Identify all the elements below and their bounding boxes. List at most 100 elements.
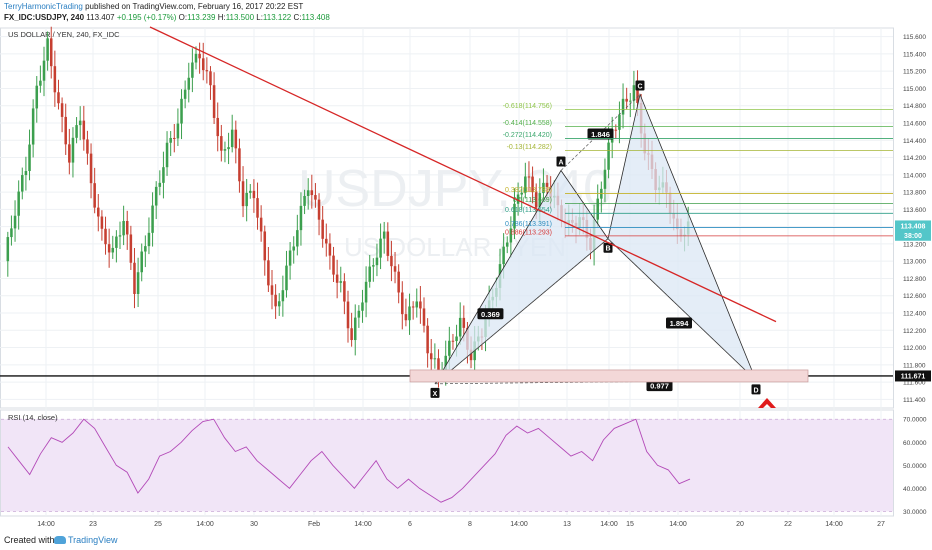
buy-arrow-icon (758, 398, 776, 408)
candle-body (437, 358, 440, 373)
candle-body (223, 149, 227, 151)
candle-body (469, 349, 473, 361)
footer: Created with TradingView (0, 532, 932, 550)
candle-body (415, 301, 419, 308)
candle-body (361, 302, 364, 311)
candle-body (375, 257, 379, 266)
ratio-badge (477, 308, 504, 320)
candle-body (122, 220, 125, 236)
candle-body (252, 190, 256, 199)
price-badge (895, 229, 931, 241)
candle-body (397, 271, 400, 293)
y-tick-label: 114.600 (903, 121, 926, 128)
candle-body (183, 89, 187, 99)
candle-body (144, 246, 147, 252)
x-tick-label: 6 (408, 521, 412, 528)
y-tick-label: 115.200 (903, 69, 926, 76)
y-tick-label: 113.600 (903, 207, 926, 214)
pattern-point-x-badge (430, 387, 440, 398)
candle-body (534, 192, 538, 208)
y-tick-label: 114.400 (903, 138, 926, 145)
candle-body (614, 129, 618, 131)
candle-body (357, 310, 361, 318)
y-tick-label: 115.400 (903, 51, 926, 58)
candle-body (419, 301, 422, 309)
candle-body (321, 219, 324, 239)
candle-body (538, 193, 542, 208)
pattern-point-b: B (605, 246, 610, 253)
candle-body (310, 190, 314, 196)
candle-body (531, 176, 534, 193)
y-tick-label: 113.800 (903, 190, 926, 197)
candle-body (505, 242, 509, 247)
candle-body (393, 266, 397, 272)
x-tick-label: 15 (626, 521, 634, 528)
close-label: C: (293, 13, 302, 22)
candle-body (158, 182, 162, 187)
candle-body (426, 325, 429, 354)
x-tick-label: 20 (736, 521, 744, 528)
candle-body (17, 191, 20, 216)
rsi-y-tick-label: 30.0000 (903, 509, 927, 516)
xb-dashed-line (434, 238, 609, 385)
chart-canvas[interactable]: 14:00 23 25 14:00 30 Feb 14:00 6 8 14:00 13 14:00 15… (0, 24, 932, 532)
candle-body (303, 195, 306, 206)
candle-body (205, 70, 209, 72)
bd-dashed-line (607, 238, 757, 381)
candle-body (42, 60, 46, 81)
price-badge (895, 370, 931, 382)
candle-body (64, 116, 67, 145)
price-badge (895, 220, 931, 232)
chart-header: TerryHarmonicTrading published on Tradin… (0, 0, 932, 24)
y-tick-label: 112.000 (903, 345, 926, 352)
candle-body (632, 85, 636, 101)
rsi-band (1, 419, 893, 512)
candle-body (46, 38, 49, 61)
x-tick-label: 23 (89, 521, 97, 528)
candle-body (57, 92, 60, 104)
candle-body (618, 114, 621, 130)
rsi-y-tick-label: 60.0000 (903, 440, 927, 447)
candle-body (201, 58, 205, 71)
candle-body (107, 244, 111, 253)
fib-level-label: -0.13(114.282) (507, 144, 552, 151)
candle-body (75, 125, 78, 138)
high-value: 113.500 (225, 13, 255, 22)
candle-body (162, 167, 165, 183)
y-tick-label: 115.600 (903, 34, 926, 41)
candle-body (542, 182, 545, 194)
rsi-title: RSI (14, close) (8, 413, 58, 422)
pattern-point-d-badge (751, 384, 761, 395)
candle-body (386, 231, 390, 256)
candle-body (93, 183, 96, 208)
candle-body (118, 235, 122, 237)
candle-body (125, 220, 129, 235)
tradingview-link[interactable]: TradingView (68, 535, 118, 545)
x-tick-label: 14:00 (510, 521, 528, 528)
candle-body (306, 190, 310, 196)
symbol-label: FX_IDC:USDJPY, 240 (4, 13, 85, 22)
candle-body (636, 85, 639, 103)
y-tick-label: 111.600 (903, 380, 926, 387)
candle-body (234, 129, 238, 149)
rsi-y-tick-label: 50.0000 (903, 463, 927, 470)
candle-body (325, 238, 328, 244)
candle-body (520, 192, 523, 195)
candle-body (173, 137, 176, 139)
candle-body (513, 203, 516, 229)
pattern-point-x: X (433, 391, 438, 398)
candle-body (335, 274, 339, 283)
candle-body (629, 100, 632, 102)
author-link[interactable]: TerryHarmonicTrading (4, 2, 83, 11)
candle-body (451, 340, 455, 342)
candle-body (277, 301, 281, 307)
candle-body (603, 169, 607, 189)
candle-body (147, 232, 151, 247)
candle-body (411, 306, 415, 308)
candle-body (129, 234, 133, 263)
x-tick-label: 13 (563, 521, 571, 528)
x-tick-label: Feb (308, 521, 320, 528)
candle-body (346, 301, 350, 329)
high-label: H: (217, 13, 226, 22)
candle-body (13, 215, 17, 229)
